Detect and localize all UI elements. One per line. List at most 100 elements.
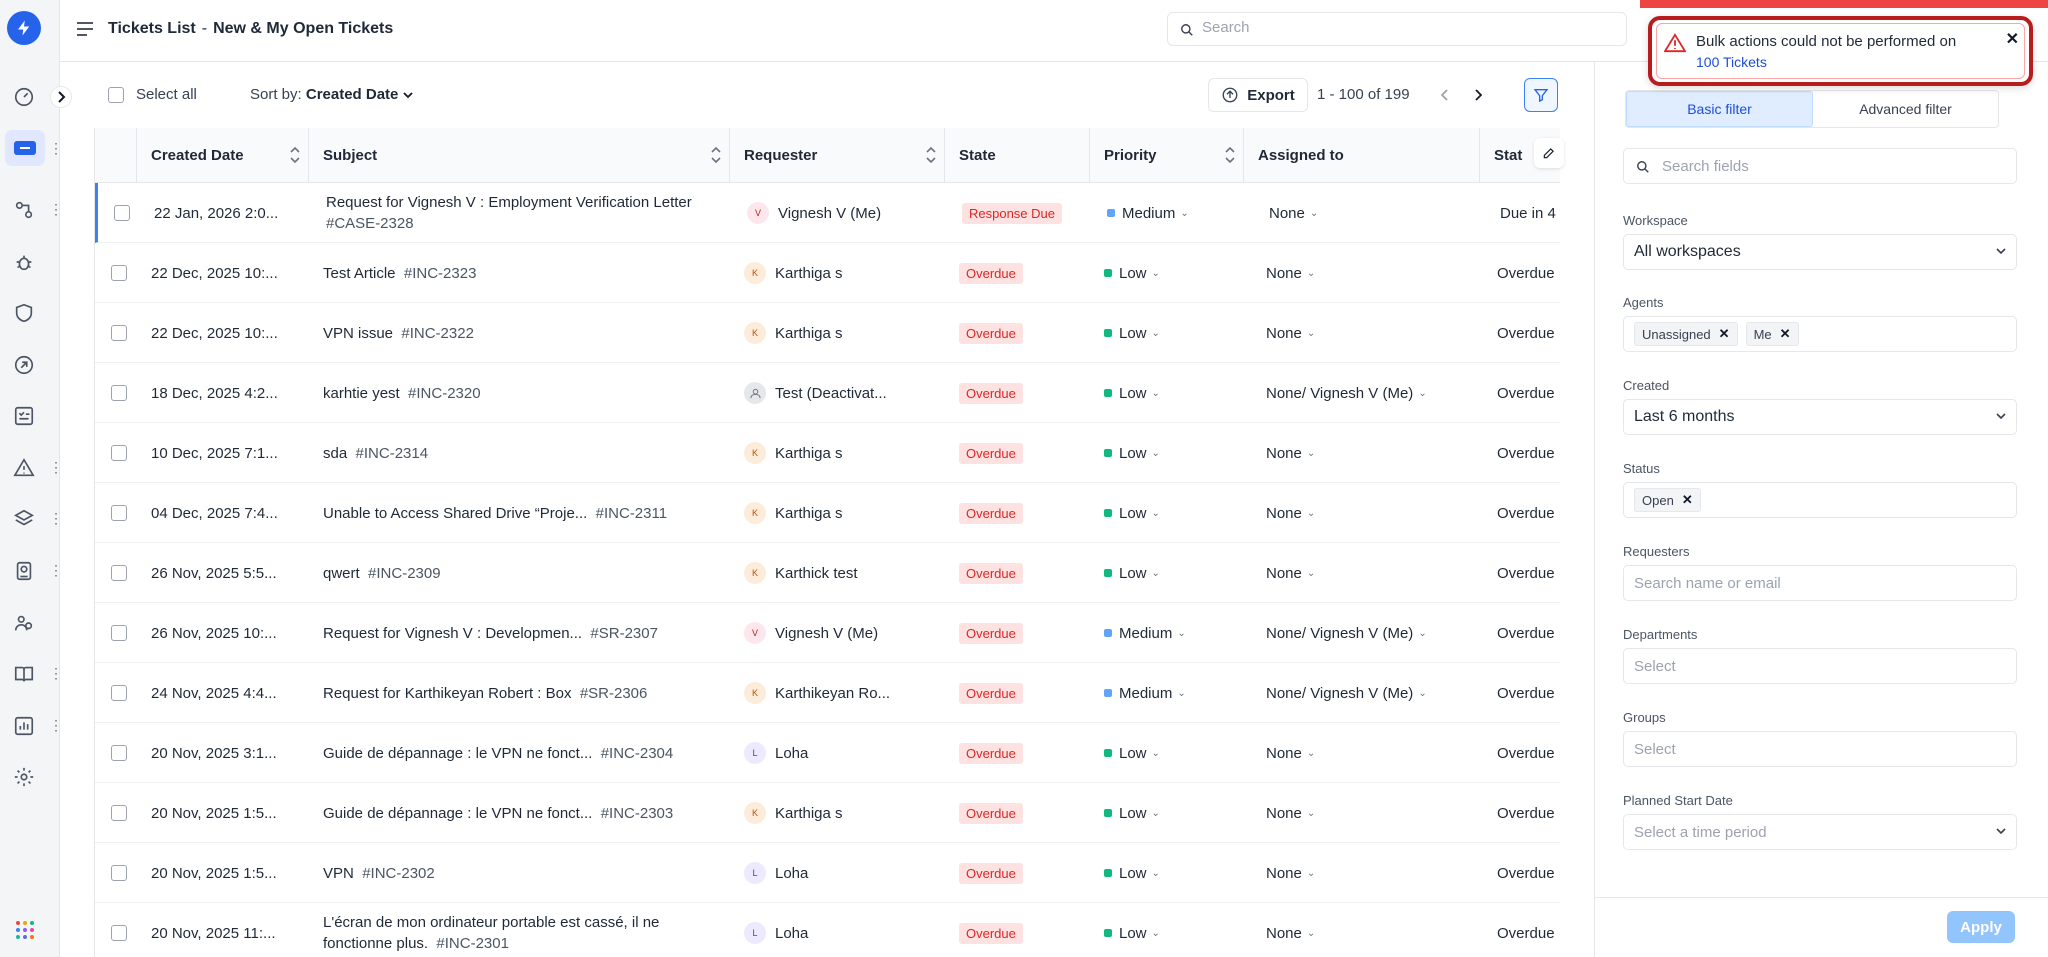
- row-checkbox[interactable]: [111, 265, 127, 281]
- edit-columns-button[interactable]: [1534, 138, 1564, 168]
- global-search[interactable]: [1167, 12, 1627, 46]
- requester-cell[interactable]: K Karthiga s: [744, 423, 939, 483]
- table-row[interactable]: 20 Nov, 2025 1:5... Guide de dépannage : …: [95, 783, 1560, 843]
- remove-chip-icon[interactable]: ✕: [1718, 326, 1730, 341]
- subject-cell[interactable]: Guide de dépannage : le VPN ne fonct... …: [323, 783, 723, 843]
- subject-cell[interactable]: karhtie yest #INC-2320: [323, 363, 723, 423]
- subject-text[interactable]: karhtie yest #INC-2320: [323, 383, 481, 404]
- subject-cell[interactable]: Guide de dépannage : le VPN ne fonct... …: [323, 723, 723, 783]
- table-row[interactable]: 20 Nov, 2025 11:... L'écran de mon ordina…: [95, 903, 1560, 957]
- row-checkbox[interactable]: [111, 505, 127, 521]
- tab-advanced-filter[interactable]: Advanced filter: [1859, 101, 1952, 117]
- table-row[interactable]: 24 Nov, 2025 4:4... Request for Karthikey…: [95, 663, 1560, 723]
- next-page-button[interactable]: [1463, 80, 1493, 110]
- subject-cell[interactable]: VPN #INC-2302: [323, 843, 723, 903]
- more-icon[interactable]: ⋮: [49, 562, 63, 578]
- close-icon[interactable]: ✕: [2005, 31, 2019, 48]
- subject-text[interactable]: sda #INC-2314: [323, 443, 428, 464]
- nav-settings[interactable]: [0, 754, 60, 798]
- previous-page-button[interactable]: [1432, 82, 1458, 108]
- more-icon[interactable]: ⋮: [49, 717, 63, 733]
- assigned-cell[interactable]: None/ Vignesh V (Me) ⌄: [1266, 603, 1476, 663]
- row-checkbox[interactable]: [114, 205, 130, 221]
- nav-users[interactable]: [0, 600, 60, 644]
- more-icon[interactable]: ⋮: [49, 459, 63, 475]
- select-all[interactable]: Select all: [108, 86, 197, 103]
- table-row[interactable]: 20 Nov, 2025 1:5... VPN #INC-2302 L Loha Ove…: [95, 843, 1560, 903]
- requester-cell[interactable]: L Loha: [744, 903, 939, 957]
- assigned-cell[interactable]: None ⌄: [1269, 183, 1479, 243]
- subject-cell[interactable]: Request for Vignesh V : Developmen... #S…: [323, 603, 723, 663]
- filter-search-input[interactable]: Search fields: [1623, 148, 2017, 184]
- toast-tickets-link[interactable]: 100 Tickets: [1696, 54, 1767, 70]
- table-row[interactable]: 20 Nov, 2025 3:1... Guide de dépannage : …: [95, 723, 1560, 783]
- row-checkbox[interactable]: [111, 565, 127, 581]
- nav-problems[interactable]: [0, 239, 60, 283]
- priority-cell[interactable]: Low ⌄: [1104, 783, 1244, 843]
- nav-tasks[interactable]: [0, 393, 60, 437]
- requesters-input[interactable]: Search name or email: [1623, 565, 2017, 601]
- requester-cell[interactable]: Test (Deactivat...: [744, 363, 939, 423]
- subject-text[interactable]: Test Article #INC-2323: [323, 263, 476, 284]
- requester-cell[interactable]: K Karthiga s: [744, 303, 939, 363]
- requester-cell[interactable]: K Karthiga s: [744, 783, 939, 843]
- assigned-cell[interactable]: None ⌄: [1266, 423, 1476, 483]
- requester-cell[interactable]: V Vignesh V (Me): [744, 603, 939, 663]
- row-checkbox[interactable]: [111, 325, 127, 341]
- app-switcher-icon[interactable]: [16, 921, 34, 939]
- subject-text[interactable]: Request for Vignesh V : Employment Verif…: [326, 192, 726, 234]
- more-icon[interactable]: ⋮: [49, 201, 63, 217]
- assigned-cell[interactable]: None ⌄: [1266, 243, 1476, 303]
- subject-cell[interactable]: Request for Karthikeyan Robert : Box #SR…: [323, 663, 723, 723]
- column-subject[interactable]: Subject: [309, 128, 730, 183]
- priority-cell[interactable]: Medium ⌄: [1104, 663, 1244, 723]
- remove-chip-icon[interactable]: ✕: [1779, 326, 1791, 341]
- planned-start-select[interactable]: Select a time period: [1623, 814, 2017, 850]
- row-checkbox[interactable]: [111, 625, 127, 641]
- table-row[interactable]: 26 Nov, 2025 10:... Request for Vignesh V…: [95, 603, 1560, 663]
- priority-cell[interactable]: Medium ⌄: [1107, 183, 1247, 243]
- app-logo-icon[interactable]: [7, 11, 41, 45]
- more-icon[interactable]: ⋮: [49, 140, 63, 156]
- hamburger-menu-icon[interactable]: [76, 21, 94, 42]
- remove-chip-icon[interactable]: ✕: [1681, 492, 1693, 507]
- expand-sidebar-button[interactable]: [50, 86, 72, 108]
- created-select[interactable]: Last 6 months: [1623, 399, 2017, 435]
- subject-cell[interactable]: Unable to Access Shared Drive “Proje... …: [323, 483, 723, 543]
- nav-knowledge[interactable]: ⋮: [0, 651, 63, 695]
- priority-cell[interactable]: Low ⌄: [1104, 723, 1244, 783]
- subject-text[interactable]: VPN #INC-2302: [323, 863, 435, 884]
- subject-text[interactable]: Request for Vignesh V : Developmen... #S…: [323, 623, 658, 644]
- workspace-select[interactable]: All workspaces: [1623, 234, 2017, 270]
- table-row[interactable]: 26 Nov, 2025 5:5... qwert #INC-2309 K Karth…: [95, 543, 1560, 603]
- table-row[interactable]: 22 Jan, 2026 2:0... Request for Vignesh V…: [95, 183, 1560, 243]
- table-row[interactable]: 10 Dec, 2025 7:1... sda #INC-2314 K Karthig…: [95, 423, 1560, 483]
- requester-cell[interactable]: L Loha: [744, 843, 939, 903]
- priority-cell[interactable]: Low ⌄: [1104, 303, 1244, 363]
- table-row[interactable]: 18 Dec, 2025 4:2... karhtie yest #INC-232…: [95, 363, 1560, 423]
- tab-basic-filter[interactable]: Basic filter: [1626, 91, 1813, 127]
- filter-toggle-button[interactable]: [1524, 78, 1558, 112]
- subject-text[interactable]: Guide de dépannage : le VPN ne fonct... …: [323, 743, 673, 764]
- row-checkbox[interactable]: [111, 865, 127, 881]
- assigned-cell[interactable]: None/ Vignesh V (Me) ⌄: [1266, 663, 1476, 723]
- table-row[interactable]: 04 Dec, 2025 7:4... Unable to Access Shar…: [95, 483, 1560, 543]
- requester-cell[interactable]: L Loha: [744, 723, 939, 783]
- table-row[interactable]: 22 Dec, 2025 10:... VPN issue #INC-2322 K K…: [95, 303, 1560, 363]
- status-select[interactable]: Open ✕: [1623, 482, 2017, 518]
- column-state[interactable]: State: [945, 128, 1090, 183]
- subject-text[interactable]: qwert #INC-2309: [323, 563, 441, 584]
- requester-cell[interactable]: K Karthiga s: [744, 483, 939, 543]
- subject-cell[interactable]: VPN issue #INC-2322: [323, 303, 723, 363]
- column-created-date[interactable]: Created Date: [137, 128, 309, 183]
- priority-cell[interactable]: Low ⌄: [1104, 423, 1244, 483]
- priority-cell[interactable]: Low ⌄: [1104, 543, 1244, 603]
- column-priority[interactable]: Priority: [1090, 128, 1244, 183]
- priority-cell[interactable]: Medium ⌄: [1104, 603, 1244, 663]
- assigned-cell[interactable]: None/ Vignesh V (Me) ⌄: [1266, 363, 1476, 423]
- assigned-cell[interactable]: None ⌄: [1266, 903, 1476, 957]
- subject-cell[interactable]: sda #INC-2314: [323, 423, 723, 483]
- row-checkbox[interactable]: [111, 925, 127, 941]
- select-all-checkbox[interactable]: [108, 86, 124, 103]
- row-checkbox[interactable]: [111, 805, 127, 821]
